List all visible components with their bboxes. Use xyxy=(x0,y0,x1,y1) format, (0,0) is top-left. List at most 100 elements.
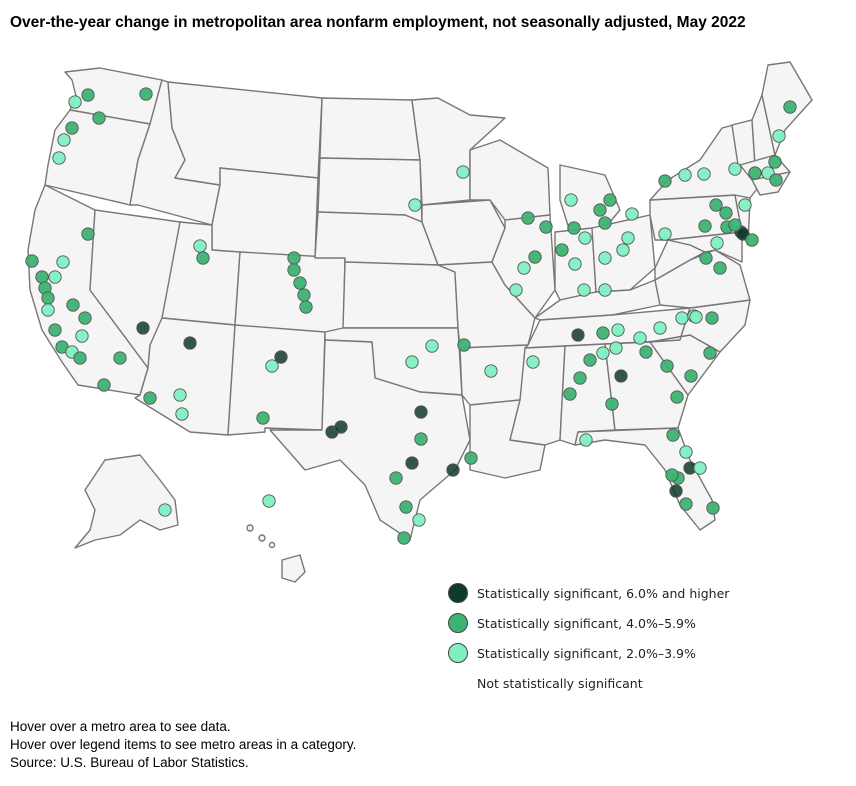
metro-area-marker[interactable] xyxy=(412,513,426,527)
legend-item-dark[interactable]: Statistically significant, 6.0% and high… xyxy=(448,578,729,608)
metro-area-marker[interactable] xyxy=(193,239,207,253)
metro-area-marker[interactable] xyxy=(596,346,610,360)
metro-area-marker[interactable] xyxy=(706,501,720,515)
metro-area-marker[interactable] xyxy=(293,276,307,290)
state-alaska[interactable] xyxy=(74,454,179,549)
metro-area-marker[interactable] xyxy=(675,311,689,325)
state-wyoming[interactable] xyxy=(211,167,319,259)
metro-area-marker[interactable] xyxy=(92,111,106,125)
metro-area-marker[interactable] xyxy=(41,291,55,305)
metro-area-marker[interactable] xyxy=(158,503,172,517)
metro-area-marker[interactable] xyxy=(596,326,610,340)
metro-area-marker[interactable] xyxy=(625,207,639,221)
metro-area-marker[interactable] xyxy=(526,355,540,369)
metro-area-marker[interactable] xyxy=(573,371,587,385)
metro-area-marker[interactable] xyxy=(621,231,635,245)
metro-area-marker[interactable] xyxy=(414,405,428,419)
metro-area-marker[interactable] xyxy=(772,129,786,143)
metro-area-marker[interactable] xyxy=(405,456,419,470)
metro-area-marker[interactable] xyxy=(57,133,71,147)
state-kansas[interactable] xyxy=(342,261,459,329)
metro-area-marker[interactable] xyxy=(25,254,39,268)
metro-area-marker[interactable] xyxy=(660,359,674,373)
metro-area-marker[interactable] xyxy=(653,321,667,335)
metro-area-marker[interactable] xyxy=(710,236,724,250)
metro-area-marker[interactable] xyxy=(783,100,797,114)
metro-area-marker[interactable] xyxy=(611,323,625,337)
metro-area-marker[interactable] xyxy=(564,193,578,207)
metro-area-marker[interactable] xyxy=(139,87,153,101)
metro-area-marker[interactable] xyxy=(666,428,680,442)
state-iowa[interactable] xyxy=(421,199,506,266)
metro-area-marker[interactable] xyxy=(705,311,719,325)
metro-area-marker[interactable] xyxy=(719,206,733,220)
metro-area-marker[interactable] xyxy=(684,369,698,383)
metro-area-marker[interactable] xyxy=(183,336,197,350)
metro-area-marker[interactable] xyxy=(41,303,55,317)
metro-area-marker[interactable] xyxy=(639,345,653,359)
metro-area-marker[interactable] xyxy=(274,350,288,364)
metro-area-marker[interactable] xyxy=(389,471,403,485)
metro-area-marker[interactable] xyxy=(48,323,62,337)
metro-area-marker[interactable] xyxy=(605,397,619,411)
metro-area-marker[interactable] xyxy=(678,168,692,182)
metro-area-marker[interactable] xyxy=(446,463,460,477)
metro-area-marker[interactable] xyxy=(703,346,717,360)
metro-area-marker[interactable] xyxy=(713,261,727,275)
metro-area-marker[interactable] xyxy=(425,339,439,353)
metro-area-marker[interactable] xyxy=(81,88,95,102)
metro-area-marker[interactable] xyxy=(521,211,535,225)
metro-area-marker[interactable] xyxy=(555,243,569,257)
metro-area-marker[interactable] xyxy=(517,261,531,275)
metro-area-marker[interactable] xyxy=(689,310,703,324)
metro-area-marker[interactable] xyxy=(679,497,693,511)
metro-area-marker[interactable] xyxy=(665,468,679,482)
metro-area-marker[interactable] xyxy=(175,407,189,421)
legend-item-none[interactable]: Not statistically significant xyxy=(448,668,729,698)
state-north-dakota[interactable] xyxy=(319,97,421,161)
metro-area-marker[interactable] xyxy=(709,198,723,212)
metro-area-marker[interactable] xyxy=(658,174,672,188)
metro-area-marker[interactable] xyxy=(408,198,422,212)
metro-area-marker[interactable] xyxy=(633,331,647,345)
metro-area-marker[interactable] xyxy=(48,270,62,284)
metro-area-marker[interactable] xyxy=(598,283,612,297)
metro-area-marker[interactable] xyxy=(509,283,523,297)
metro-area-marker[interactable] xyxy=(593,203,607,217)
state-montana[interactable] xyxy=(167,81,323,186)
metro-area-marker[interactable] xyxy=(528,250,542,264)
metro-area-marker[interactable] xyxy=(68,95,82,109)
metro-area-marker[interactable] xyxy=(669,484,683,498)
metro-area-marker[interactable] xyxy=(66,298,80,312)
metro-area-marker[interactable] xyxy=(113,351,127,365)
metro-area-marker[interactable] xyxy=(745,233,759,247)
metro-area-marker[interactable] xyxy=(728,162,742,176)
metro-area-marker[interactable] xyxy=(697,167,711,181)
metro-area-marker[interactable] xyxy=(539,220,553,234)
metro-area-marker[interactable] xyxy=(567,221,581,235)
metro-area-marker[interactable] xyxy=(579,433,593,447)
metro-area-marker[interactable] xyxy=(670,390,684,404)
metro-area-marker[interactable] xyxy=(679,445,693,459)
metro-area-marker[interactable] xyxy=(699,251,713,265)
metro-area-marker[interactable] xyxy=(334,420,348,434)
metro-area-marker[interactable] xyxy=(598,216,612,230)
state-new-mexico[interactable] xyxy=(227,324,326,436)
metro-area-marker[interactable] xyxy=(464,451,478,465)
state-florida[interactable] xyxy=(574,427,716,531)
metro-area-marker[interactable] xyxy=(456,165,470,179)
metro-area-marker[interactable] xyxy=(256,411,270,425)
metro-area-marker[interactable] xyxy=(56,255,70,269)
metro-area-marker[interactable] xyxy=(173,388,187,402)
metro-area-marker[interactable] xyxy=(578,231,592,245)
metro-area-marker[interactable] xyxy=(97,378,111,392)
metro-area-marker[interactable] xyxy=(75,329,89,343)
state-hawaii[interactable] xyxy=(281,554,306,583)
metro-area-marker[interactable] xyxy=(728,218,742,232)
metro-area-marker[interactable] xyxy=(583,353,597,367)
metro-area-marker[interactable] xyxy=(614,369,628,383)
metro-area-marker[interactable] xyxy=(399,500,413,514)
metro-area-marker[interactable] xyxy=(768,155,782,169)
metro-area-marker[interactable] xyxy=(598,251,612,265)
metro-area-marker[interactable] xyxy=(609,341,623,355)
